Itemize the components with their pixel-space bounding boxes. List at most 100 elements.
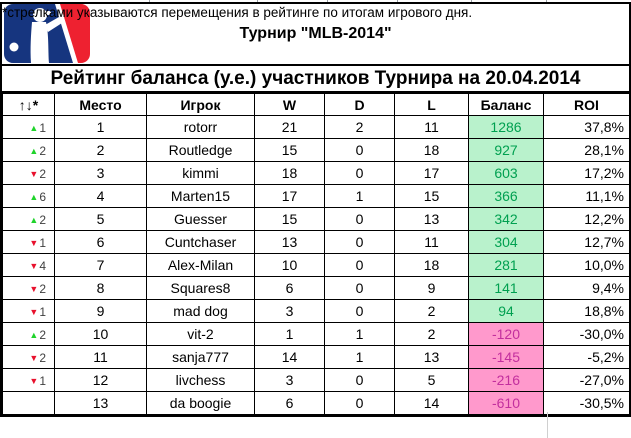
rank-move-delta: 1 — [39, 305, 46, 319]
rank-up-icon: ▲ — [29, 215, 39, 225]
player-cell: livchess — [146, 368, 255, 392]
rank-move-cell: ▼1 — [2, 230, 55, 254]
balance-cell: -145 — [468, 345, 544, 369]
rank-down-icon: ▼ — [29, 353, 39, 363]
place-cell: 12 — [54, 368, 147, 392]
wins-cell: 13 — [254, 230, 325, 254]
table-row: ▼4 7 Alex-Milan 10 0 18 281 10,0% — [2, 253, 630, 277]
rank-move-cell: ▼1 — [2, 368, 55, 392]
table-header-row: ↑↓* Место Игрок W D L Баланс ROI — [2, 93, 630, 116]
losses-cell: 11 — [394, 230, 469, 254]
rank-move-cell — [2, 391, 55, 415]
losses-cell: 13 — [394, 345, 469, 369]
losses-cell: 18 — [394, 253, 469, 277]
place-cell: 6 — [54, 230, 147, 254]
roi-cell: -27,0% — [543, 368, 630, 392]
rank-move-cell: ▲2 — [2, 138, 55, 162]
column-header-3: W — [254, 93, 325, 116]
table-row: ▼2 8 Squares8 6 0 9 141 9,4% — [2, 276, 630, 300]
tournament-title: Турнир "MLB-2014" — [239, 25, 392, 42]
draws-cell: 0 — [324, 276, 395, 300]
rank-up-icon: ▲ — [29, 123, 39, 133]
player-cell: Cuntchaser — [146, 230, 255, 254]
place-cell: 4 — [54, 184, 147, 208]
balance-cell: 141 — [468, 276, 544, 300]
roi-cell: 18,8% — [543, 299, 630, 323]
rating-subtitle: Рейтинг баланса (у.е.) участников Турнир… — [2, 66, 629, 93]
rank-move-delta: 2 — [39, 328, 46, 342]
draws-cell: 0 — [324, 230, 395, 254]
column-header-4: D — [324, 93, 395, 116]
losses-cell: 5 — [394, 368, 469, 392]
player-cell: Routledge — [146, 138, 255, 162]
place-cell: 2 — [54, 138, 147, 162]
column-header-6: Баланс — [468, 93, 544, 116]
rank-move-cell: ▼4 — [2, 253, 55, 277]
rank-down-icon: ▼ — [29, 307, 39, 317]
place-cell: 9 — [54, 299, 147, 323]
roi-cell: -5,2% — [543, 345, 630, 369]
table-row: ▼2 3 kimmi 18 0 17 603 17,2% — [2, 161, 630, 185]
draws-cell: 0 — [324, 391, 395, 415]
wins-cell: 10 — [254, 253, 325, 277]
player-cell: da boogie — [146, 391, 255, 415]
wins-cell: 6 — [254, 391, 325, 415]
losses-cell: 2 — [394, 299, 469, 323]
table-row: ▲1 1 rotorr 21 2 11 1286 37,8% — [2, 115, 630, 139]
draws-cell: 0 — [324, 161, 395, 185]
place-cell: 8 — [54, 276, 147, 300]
footer-gridline — [547, 412, 548, 438]
rank-move-delta: 2 — [39, 144, 46, 158]
rank-down-icon: ▼ — [29, 376, 39, 386]
balance-cell: 603 — [468, 161, 544, 185]
balance-cell: 94 — [468, 299, 544, 323]
balance-cell: 342 — [468, 207, 544, 231]
place-cell: 10 — [54, 322, 147, 346]
player-cell: Alex-Milan — [146, 253, 255, 277]
balance-cell: 281 — [468, 253, 544, 277]
column-header-7: ROI — [543, 93, 630, 116]
place-cell: 11 — [54, 345, 147, 369]
rank-move-cell: ▲1 — [2, 115, 55, 139]
wins-cell: 3 — [254, 299, 325, 323]
player-cell: Squares8 — [146, 276, 255, 300]
rank-move-delta: 1 — [39, 121, 46, 135]
draws-cell: 1 — [324, 345, 395, 369]
rank-down-icon: ▼ — [29, 284, 39, 294]
title-row: Турнир "MLB-2014" — [2, 4, 629, 66]
wins-cell: 17 — [254, 184, 325, 208]
tournament-table-frame: Турнир "MLB-2014" Рейтинг баланса (у.е.)… — [0, 2, 631, 417]
rank-move-cell: ▲6 — [2, 184, 55, 208]
wins-cell: 1 — [254, 322, 325, 346]
table-row: ▲2 2 Routledge 15 0 18 927 28,1% — [2, 138, 630, 162]
losses-cell: 14 — [394, 391, 469, 415]
rank-move-delta: 4 — [39, 259, 46, 273]
table-row: ▲6 4 Marten15 17 1 15 366 11,1% — [2, 184, 630, 208]
rank-move-delta: 2 — [39, 167, 46, 181]
column-header-0: ↑↓* — [2, 93, 55, 116]
rank-down-icon: ▼ — [29, 238, 39, 248]
losses-cell: 18 — [394, 138, 469, 162]
roi-cell: 37,8% — [543, 115, 630, 139]
losses-cell: 9 — [394, 276, 469, 300]
player-cell: rotorr — [146, 115, 255, 139]
balance-cell: 304 — [468, 230, 544, 254]
column-header-5: L — [394, 93, 469, 116]
draws-cell: 2 — [324, 115, 395, 139]
mlb-logo-icon — [4, 4, 90, 63]
roi-cell: 12,2% — [543, 207, 630, 231]
rank-down-icon: ▼ — [29, 261, 39, 271]
wins-cell: 21 — [254, 115, 325, 139]
draws-cell: 0 — [324, 138, 395, 162]
wins-cell: 3 — [254, 368, 325, 392]
roi-cell: 9,4% — [543, 276, 630, 300]
rank-move-cell: ▲2 — [2, 322, 55, 346]
roi-cell: 10,0% — [543, 253, 630, 277]
table-row: ▼2 11 sanja777 14 1 13 -145 -5,2% — [2, 345, 630, 369]
table-row: ▼1 6 Cuntchaser 13 0 11 304 12,7% — [2, 230, 630, 254]
place-cell: 13 — [54, 391, 147, 415]
rank-move-cell: ▲2 — [2, 207, 55, 231]
rank-up-icon: ▲ — [29, 330, 39, 340]
player-cell: vit-2 — [146, 322, 255, 346]
rank-up-icon: ▲ — [29, 146, 39, 156]
